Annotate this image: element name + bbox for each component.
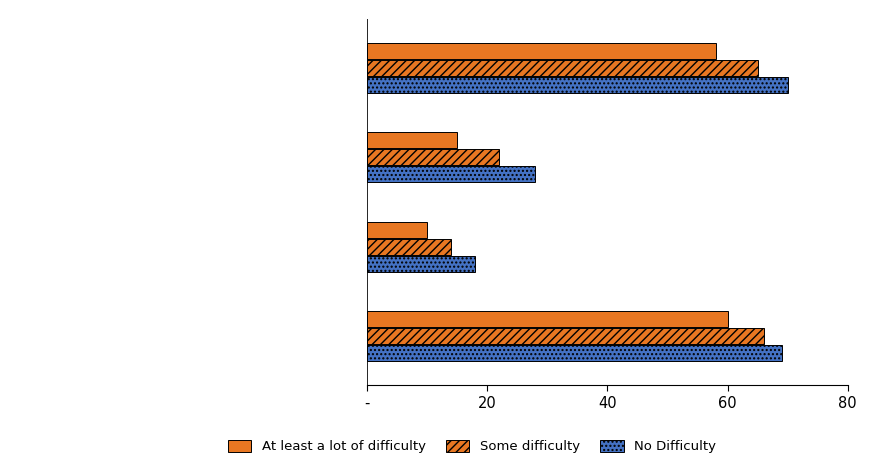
Bar	[367, 60, 758, 76]
Bar	[367, 77, 787, 93]
Bar	[367, 149, 499, 165]
Bar	[367, 43, 716, 59]
Bar	[367, 133, 457, 149]
Bar	[367, 328, 764, 344]
Bar	[367, 166, 535, 182]
Bar	[367, 256, 475, 272]
Legend: At least a lot of difficulty, Some difficulty, No Difficulty: At least a lot of difficulty, Some diffi…	[222, 434, 722, 459]
Bar	[367, 345, 781, 361]
Bar	[367, 239, 451, 255]
Bar	[367, 311, 727, 327]
Bar	[367, 222, 427, 238]
